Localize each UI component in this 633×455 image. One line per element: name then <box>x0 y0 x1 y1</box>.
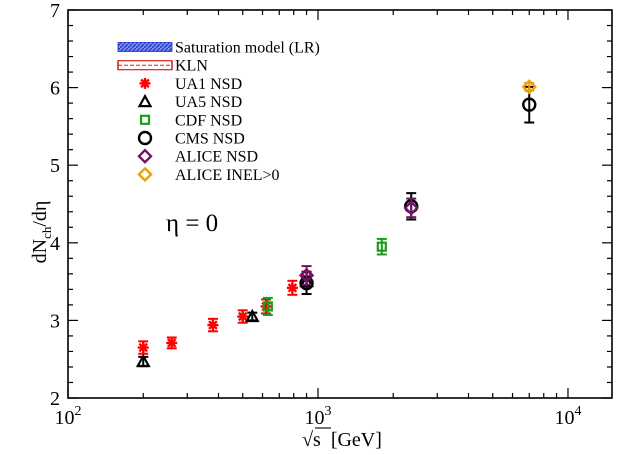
triangle-shape <box>244 308 260 323</box>
data-point <box>376 237 387 256</box>
square-shape <box>376 241 387 252</box>
y-tick-label: 2 <box>50 388 60 410</box>
plot-frame <box>67 9 613 399</box>
legend-marker <box>137 130 153 146</box>
data-marker <box>521 79 537 95</box>
data-points <box>135 79 537 368</box>
diamond-shape <box>137 166 153 183</box>
data-marker <box>244 308 260 323</box>
y-tick-label: 5 <box>50 155 60 177</box>
legend-item: UA1 NSD <box>139 76 242 93</box>
data-point <box>166 336 178 350</box>
data-marker <box>137 342 149 354</box>
legend-item: CMS NSD <box>137 130 245 148</box>
data-point <box>403 197 419 219</box>
legend-marker <box>137 148 153 164</box>
x-axis-label: √s [GeV] <box>302 429 382 451</box>
data-marker <box>237 311 249 323</box>
data-marker <box>135 353 151 368</box>
data-marker <box>403 200 419 216</box>
legend-label: ALICE NSD <box>175 149 258 166</box>
data-point <box>521 79 537 95</box>
square-shape <box>262 301 273 312</box>
legend-label: CMS NSD <box>175 131 245 148</box>
data-marker <box>522 97 537 112</box>
x-axis-label-base: √s <box>302 429 321 451</box>
data-point <box>135 353 151 368</box>
y-axis-label-main: dN <box>29 239 51 263</box>
data-point <box>298 265 315 286</box>
legend-item: Saturation model (LR) <box>117 40 320 57</box>
diamond-shape <box>298 267 315 284</box>
diamond-shape <box>521 79 537 95</box>
asterisk-stroke <box>237 311 248 322</box>
legend-label: UA1 NSD <box>175 76 242 93</box>
tick-labels: 2 3 4 5 6 7 102 103 104 <box>50 0 581 429</box>
legend-marker <box>137 93 153 108</box>
asterisk-stroke <box>287 283 298 293</box>
circle-shape <box>522 97 537 112</box>
plot-border <box>67 9 613 399</box>
axis-ticks <box>67 9 612 399</box>
data-point <box>137 340 149 355</box>
y-tick-label: 6 <box>50 78 60 100</box>
legend-label: Saturation model (LR) <box>175 40 320 57</box>
y-axis-label-tail: /dη <box>29 201 51 227</box>
y-tick-label: 3 <box>50 310 60 332</box>
asterisk-stroke <box>208 320 218 330</box>
legend-item: KLN <box>117 58 208 75</box>
data-point <box>244 308 260 323</box>
legend-item: ALICE INEL>0 <box>137 166 280 184</box>
legend-marker <box>139 77 151 89</box>
data-point <box>237 309 249 324</box>
data-marker <box>207 319 219 331</box>
y-axis-label: dNch/dη <box>29 201 54 264</box>
asterisk-stroke <box>138 342 148 353</box>
legend-marker <box>137 166 153 183</box>
legend-label: UA5 NSD <box>175 94 242 111</box>
legend-label: CDF NSD <box>175 112 242 129</box>
data-marker <box>262 301 273 312</box>
data-marker <box>376 241 387 252</box>
data-marker <box>166 337 178 349</box>
legend-item: UA5 NSD <box>137 93 242 111</box>
data-marker <box>298 267 315 284</box>
data-point <box>262 296 273 316</box>
data-marker <box>286 282 298 294</box>
y-tick-label: 7 <box>50 0 60 22</box>
legend-item: CDF NSD <box>139 112 242 129</box>
eta-annotation: η = 0 <box>166 210 218 237</box>
diamond-shape <box>137 148 153 164</box>
y-axis-label-sub: ch <box>39 226 54 239</box>
legend-item: ALICE NSD <box>137 148 258 166</box>
legend-label: KLN <box>175 58 208 75</box>
data-point <box>207 317 219 333</box>
x-axis-label-unit: [GeV] <box>331 429 382 451</box>
x-tick-label: 103 <box>304 404 331 429</box>
asterisk-stroke <box>140 78 150 89</box>
legend-marker <box>139 114 151 125</box>
triangle-shape <box>137 93 153 108</box>
asterisk-stroke <box>167 338 177 348</box>
data-point <box>286 279 298 296</box>
circle-shape <box>137 130 153 146</box>
triangle-shape <box>135 353 151 368</box>
y-tick-label: 4 <box>50 233 60 255</box>
x-tick-label: 104 <box>554 404 581 429</box>
diamond-shape <box>403 200 419 216</box>
legend-swatch-band <box>117 42 173 52</box>
legend-label: ALICE INEL>0 <box>175 167 280 184</box>
square-shape <box>139 114 151 125</box>
x-tick-label: 102 <box>55 404 82 429</box>
